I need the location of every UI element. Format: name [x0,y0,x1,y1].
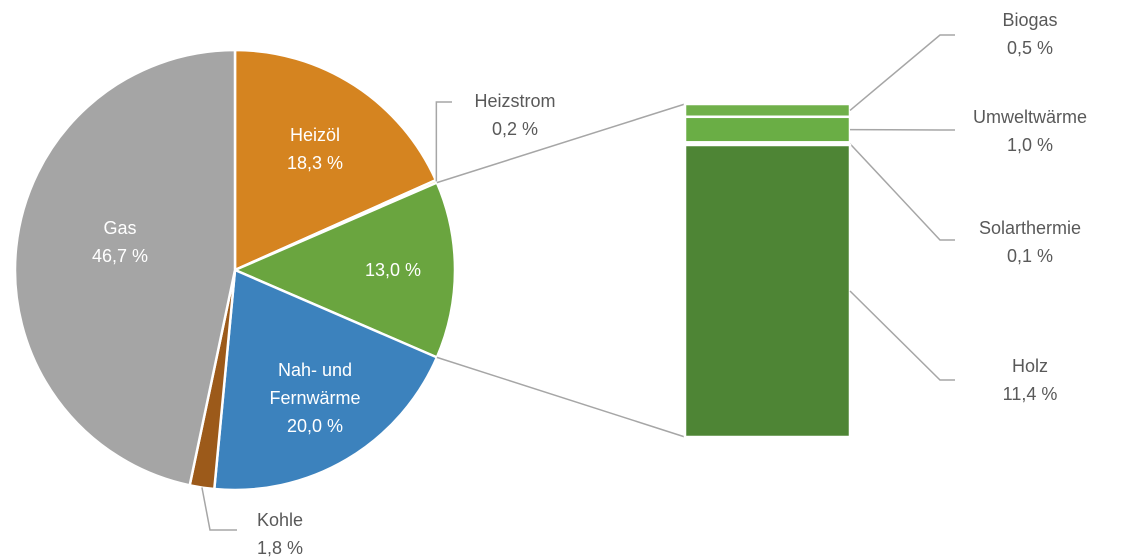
data-label: Solarthermie 0,1 % [979,214,1081,270]
label-value: 0,2 % [491,119,539,139]
connector-line [436,103,686,184]
label-name: Gas [103,218,137,238]
label-value: 13,0 % [364,260,422,280]
data-label: Biogas 0,5 % [1002,6,1057,62]
label-name: Umweltwärme [972,107,1088,127]
data-label: Kohle 1,8 % [257,506,303,560]
bar-segment [683,115,852,144]
label-name: Nah- und Fernwärme [269,360,361,408]
bar-segment [683,143,852,439]
data-label: Holz 11,4 % [1003,352,1058,408]
label-value: 1,0 % [1006,135,1054,155]
data-label: Umweltwärme 1,0 % [973,103,1087,159]
pie-slice [233,48,438,272]
label-name: Kohle [256,510,304,530]
leader-line [435,101,452,182]
leader-line [849,143,955,241]
label-name: Heizstrom [474,91,556,111]
connector-line [436,356,686,438]
data-label: Heizstrom 0,2 % [474,87,555,143]
leader-line [849,34,955,111]
data-label: 13,0 % [365,256,421,284]
label-name: Solarthermie [978,218,1082,238]
label-value: 46,7 % [91,246,149,266]
pie-slice [231,180,457,360]
data-label: Nah- und Fernwärme 20,0 % [260,356,370,440]
label-value: 1,8 % [256,538,304,558]
data-label: Gas 46,7 % [92,214,148,270]
label-name: Heizöl [289,125,341,145]
data-label: Heizöl 18,3 % [287,121,343,177]
label-value: 0,1 % [1006,246,1054,266]
pie-slice [212,268,439,492]
label-name: Biogas [1002,10,1058,30]
label-value: 11,4 % [1002,384,1058,404]
label-name: Holz [1011,356,1049,376]
leader-line [849,290,955,381]
label-value: 18,3 % [286,153,344,173]
bar-segment [683,102,852,119]
pie-slice [13,48,237,487]
label-value: 0,5 % [1006,38,1054,58]
leader-line [201,487,237,531]
label-value: 20,0 % [286,416,344,436]
